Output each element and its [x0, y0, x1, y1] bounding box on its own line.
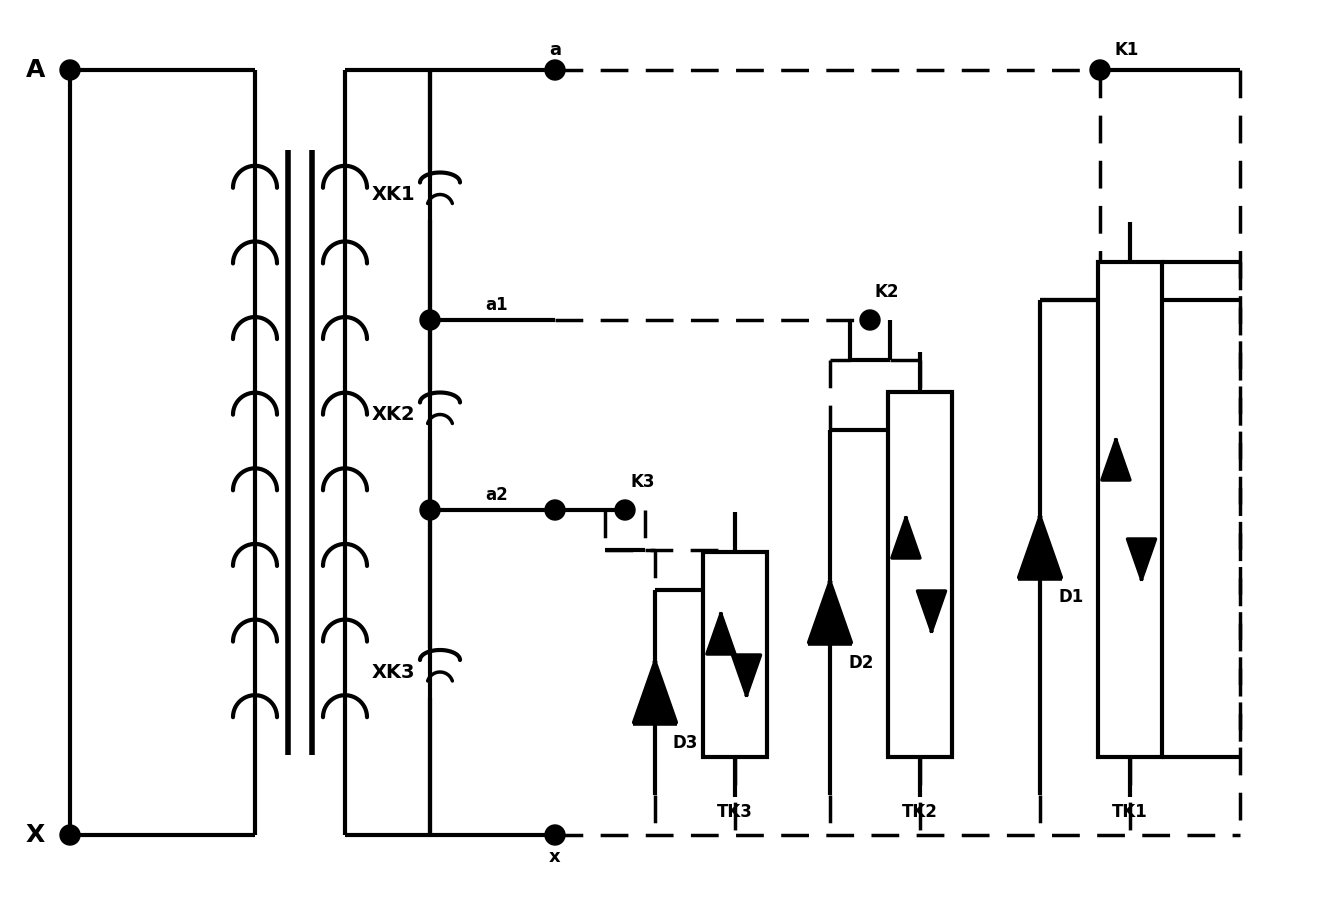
Text: a: a: [549, 41, 561, 59]
Text: D1: D1: [1058, 589, 1083, 606]
Text: K3: K3: [630, 473, 654, 491]
Polygon shape: [892, 518, 920, 558]
Circle shape: [860, 310, 880, 330]
Circle shape: [545, 825, 565, 845]
Polygon shape: [1127, 539, 1155, 579]
Polygon shape: [707, 614, 735, 654]
Text: XK3: XK3: [372, 663, 415, 682]
Polygon shape: [809, 582, 851, 642]
Bar: [1098, 262, 1162, 757]
Text: K2: K2: [874, 283, 900, 301]
Text: A: A: [25, 58, 45, 82]
Text: x: x: [549, 848, 561, 866]
Polygon shape: [1102, 440, 1130, 480]
Polygon shape: [634, 662, 676, 723]
Circle shape: [420, 500, 440, 520]
Circle shape: [615, 500, 635, 520]
Text: a1: a1: [485, 296, 508, 314]
Circle shape: [545, 60, 565, 80]
Circle shape: [545, 500, 565, 520]
Circle shape: [60, 60, 80, 80]
Bar: [888, 392, 952, 757]
Text: X: X: [25, 823, 45, 847]
Text: TK1: TK1: [1112, 803, 1148, 821]
Polygon shape: [1019, 518, 1061, 578]
Text: TK2: TK2: [902, 803, 938, 821]
Bar: [703, 552, 767, 757]
Text: XK2: XK2: [371, 406, 415, 424]
Circle shape: [60, 825, 80, 845]
Circle shape: [420, 310, 440, 330]
Polygon shape: [732, 655, 760, 695]
Text: D3: D3: [672, 733, 698, 752]
Text: K1: K1: [1115, 41, 1139, 59]
Text: TK3: TK3: [718, 803, 754, 821]
Circle shape: [1090, 60, 1110, 80]
Text: XK1: XK1: [371, 186, 415, 205]
Text: D2: D2: [848, 653, 873, 672]
Text: a2: a2: [485, 486, 508, 504]
Polygon shape: [917, 591, 945, 631]
